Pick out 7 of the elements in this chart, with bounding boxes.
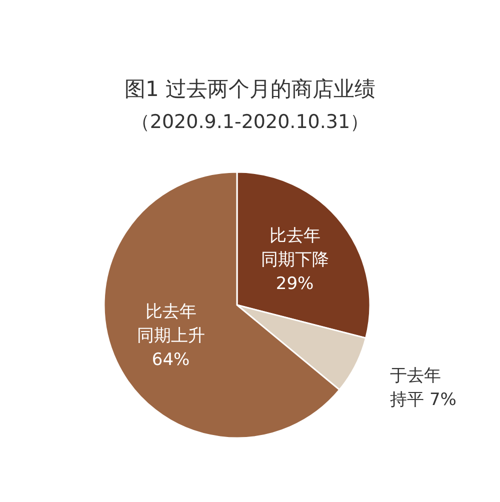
data-label: 64%: [152, 350, 190, 370]
chart-subtitle: （2020.9.1-2020.10.31）: [130, 111, 370, 133]
slice-label: 比去年同期下降: [260, 226, 329, 270]
slice-label: 于去年持平 7%: [390, 366, 456, 410]
chart-title: 图1 过去两个月的商店业绩: [124, 77, 376, 101]
slice-label: 比去年同期上升: [136, 302, 205, 346]
data-label: 29%: [276, 274, 314, 294]
